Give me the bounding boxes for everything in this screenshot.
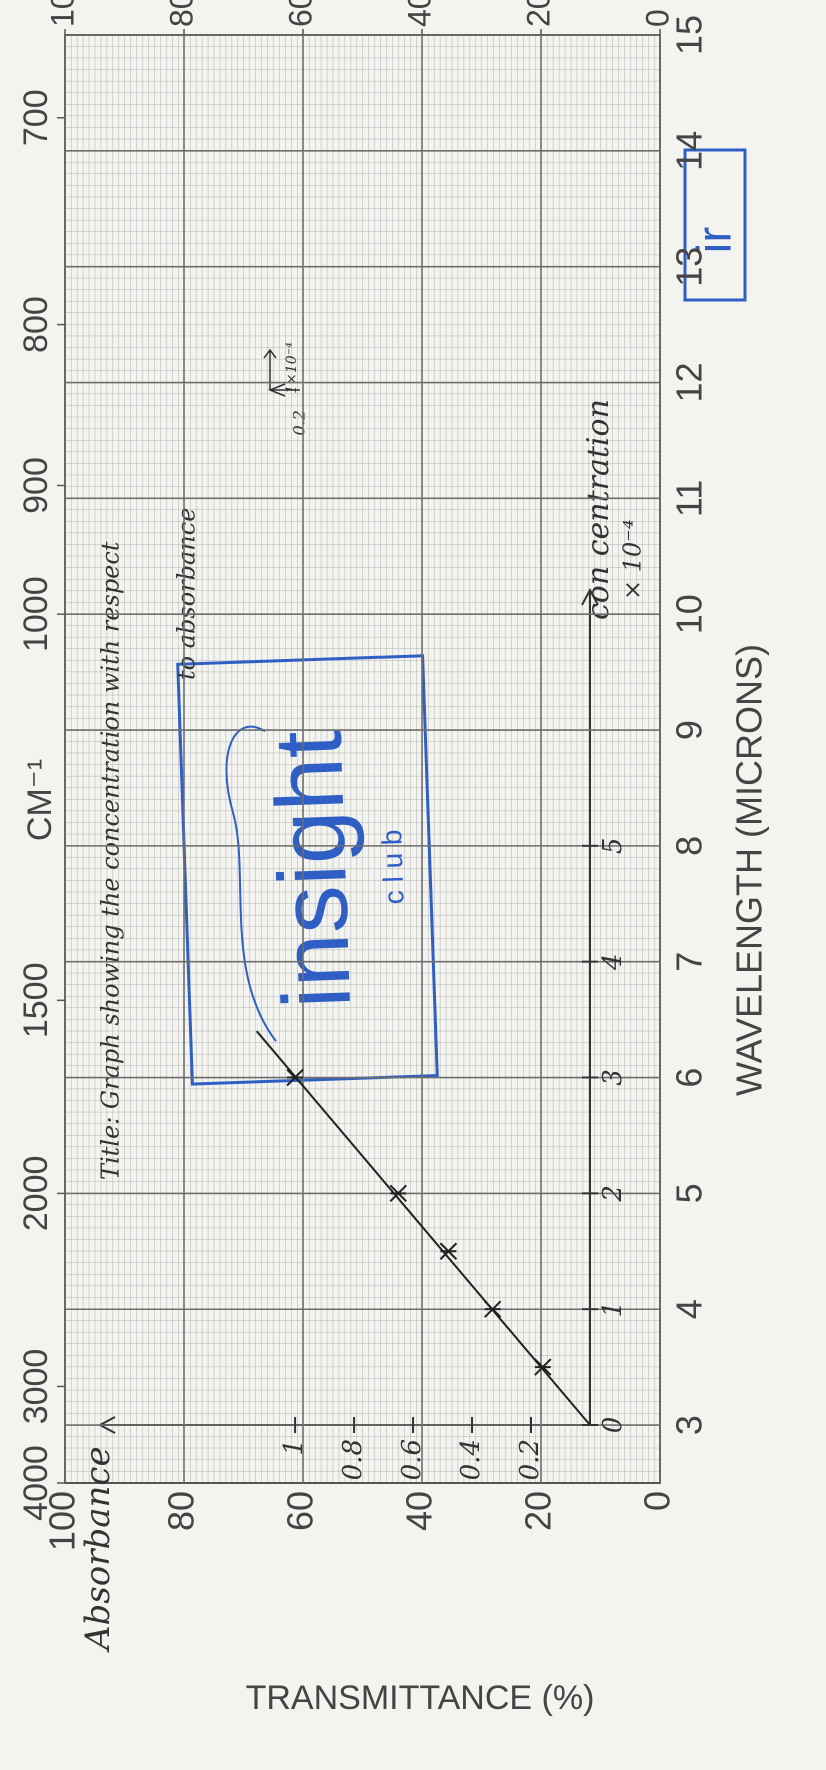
data-point xyxy=(389,1184,407,1203)
hand-y-tick-label: 0.2 xyxy=(515,1439,545,1480)
top-tick-label: 800 xyxy=(17,296,55,353)
x-axis-label: WAVELENGTH (MICRONS) xyxy=(729,644,770,1096)
scale-arrows xyxy=(263,348,300,397)
x-tick-label: 8 xyxy=(669,836,710,856)
scale-y: 0.2 xyxy=(290,410,309,435)
x-tick-label: 13 xyxy=(669,247,710,287)
x-tick-label: 11 xyxy=(669,480,710,517)
y2-tick-label: 60 xyxy=(282,0,318,27)
y-tick-label: 40 xyxy=(399,1491,440,1531)
x-tick-label: 4 xyxy=(669,1299,710,1319)
hand-y-tick-label: 0.6 xyxy=(397,1439,427,1480)
hand-x-tick-label: 3 xyxy=(598,1069,628,1086)
hand-x-tick-label: 4 xyxy=(598,953,628,971)
plot-title-line: Title: Graph showing the concentration w… xyxy=(97,541,125,1180)
x-tick-label: 7 xyxy=(669,952,710,972)
x-tick-label: 6 xyxy=(669,1068,710,1088)
data-point xyxy=(439,1242,458,1260)
y-tick-label: 80 xyxy=(161,1491,202,1531)
y2-tick-label: 20 xyxy=(520,0,556,27)
top-tick-label: 700 xyxy=(17,89,55,146)
y-tick-label: 0 xyxy=(637,1491,678,1511)
y-tick-label: 100 xyxy=(42,1491,83,1551)
watermark-box xyxy=(176,654,439,1086)
plot-title-line: to absorbance xyxy=(173,508,201,680)
hand-x-label: con centration xyxy=(581,399,616,620)
x-tick-label: 14 xyxy=(669,131,710,171)
x-tick-label: 5 xyxy=(669,1183,710,1203)
hand-x-tick-label: 0 xyxy=(598,1417,628,1434)
y2-tick-label: 100 xyxy=(44,0,80,27)
y-tick-label: 60 xyxy=(280,1491,321,1531)
y-axis-label: TRANSMITTANCE (%) xyxy=(246,1679,595,1717)
watermark: insight c l u b xyxy=(176,654,439,1086)
x-tick-label: 15 xyxy=(669,15,710,55)
corner-logo-box xyxy=(683,148,747,302)
hand-x-tick-label: 5 xyxy=(598,838,628,855)
watermark-sub: c l u b xyxy=(376,829,410,905)
top-tick-label: 2000 xyxy=(17,1156,55,1232)
hand-y-label: Absorbance xyxy=(78,1446,118,1653)
top-axis-label: CM⁻¹ xyxy=(21,759,59,841)
rotated-chart: CM⁻¹ WAVELENGTH (MICRONS) TRANSMITTANCE … xyxy=(17,0,770,1717)
hand-x-tick-label: 1 xyxy=(598,1301,628,1318)
hand-x-axis xyxy=(581,587,599,1425)
y2-tick-label: 0 xyxy=(639,9,675,27)
top-tick-label: 900 xyxy=(17,457,55,514)
x-tick-label: 10 xyxy=(669,594,710,634)
x-tick-label: 9 xyxy=(669,720,710,740)
top-tick-label: 1500 xyxy=(17,963,55,1039)
y2-tick-label: 40 xyxy=(401,0,437,27)
hand-y-tick-label: 1 xyxy=(279,1439,309,1456)
data-point xyxy=(286,1068,304,1087)
top-tick-label: 1000 xyxy=(17,576,55,652)
fit-line xyxy=(255,1030,591,1426)
x-tick-label: 12 xyxy=(669,362,710,402)
scale-x: 1×10⁻⁴ xyxy=(284,342,300,394)
hand-y-tick-label: 0.4 xyxy=(456,1439,486,1480)
y-tick-label: 20 xyxy=(518,1491,559,1531)
top-tick-label: 3000 xyxy=(17,1349,55,1425)
corner-logo: ir xyxy=(689,227,742,254)
hand-x-tick-label: 2 xyxy=(598,1185,628,1203)
data-point xyxy=(534,1358,552,1376)
top-tick-label: 4000 xyxy=(17,1445,55,1521)
watermark-text: insight xyxy=(255,729,372,1010)
data-point xyxy=(483,1300,502,1318)
hand-x-unit: × 10⁻⁴ xyxy=(619,519,647,600)
y2-tick-label: 80 xyxy=(163,0,199,27)
hand-y-tick-label: 0.8 xyxy=(338,1439,368,1480)
watermark-swoosh xyxy=(225,725,277,1042)
x-tick-label: 3 xyxy=(669,1415,710,1435)
